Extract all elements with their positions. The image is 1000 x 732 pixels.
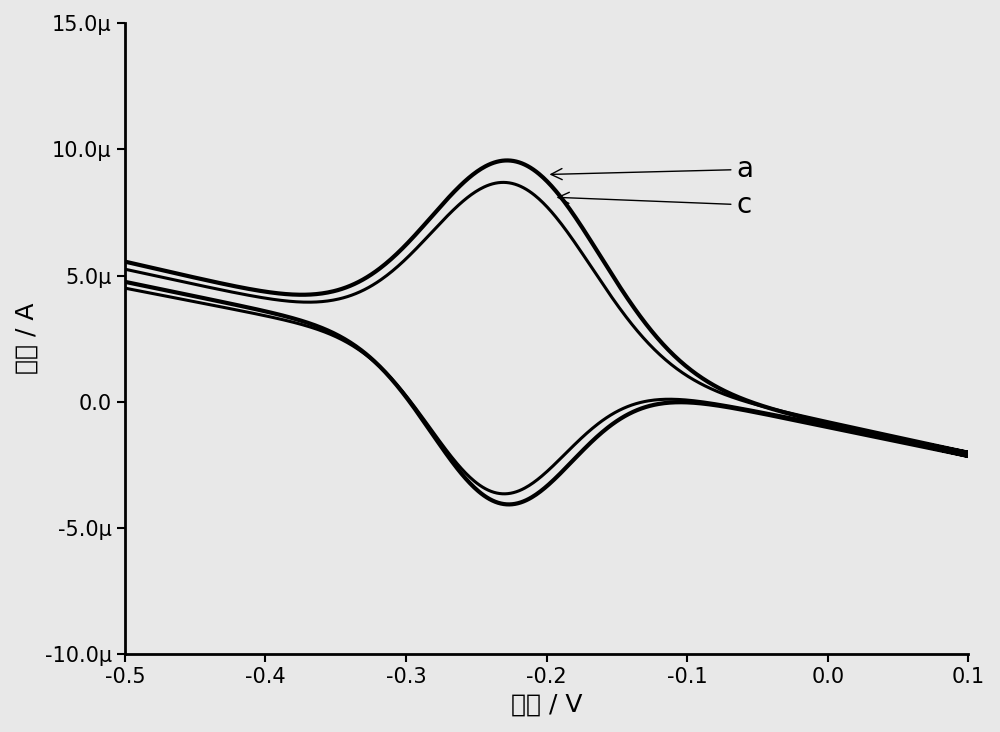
Text: c: c [558,191,752,219]
Text: a: a [551,155,753,184]
X-axis label: 电位 / V: 电位 / V [511,693,582,717]
Y-axis label: 电流 / A: 电流 / A [15,303,39,374]
